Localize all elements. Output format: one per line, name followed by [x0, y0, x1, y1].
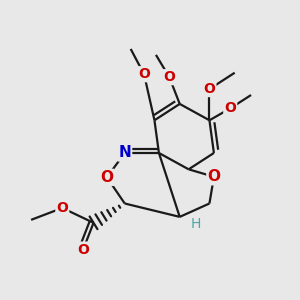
Text: H: H [191, 217, 201, 231]
Text: O: O [224, 101, 236, 116]
Text: O: O [56, 201, 68, 215]
Text: O: O [207, 169, 220, 184]
Text: O: O [203, 82, 215, 96]
Text: O: O [164, 70, 175, 84]
Text: O: O [77, 243, 89, 256]
Text: N: N [118, 146, 131, 160]
Text: O: O [100, 170, 113, 185]
Text: O: O [138, 67, 150, 81]
